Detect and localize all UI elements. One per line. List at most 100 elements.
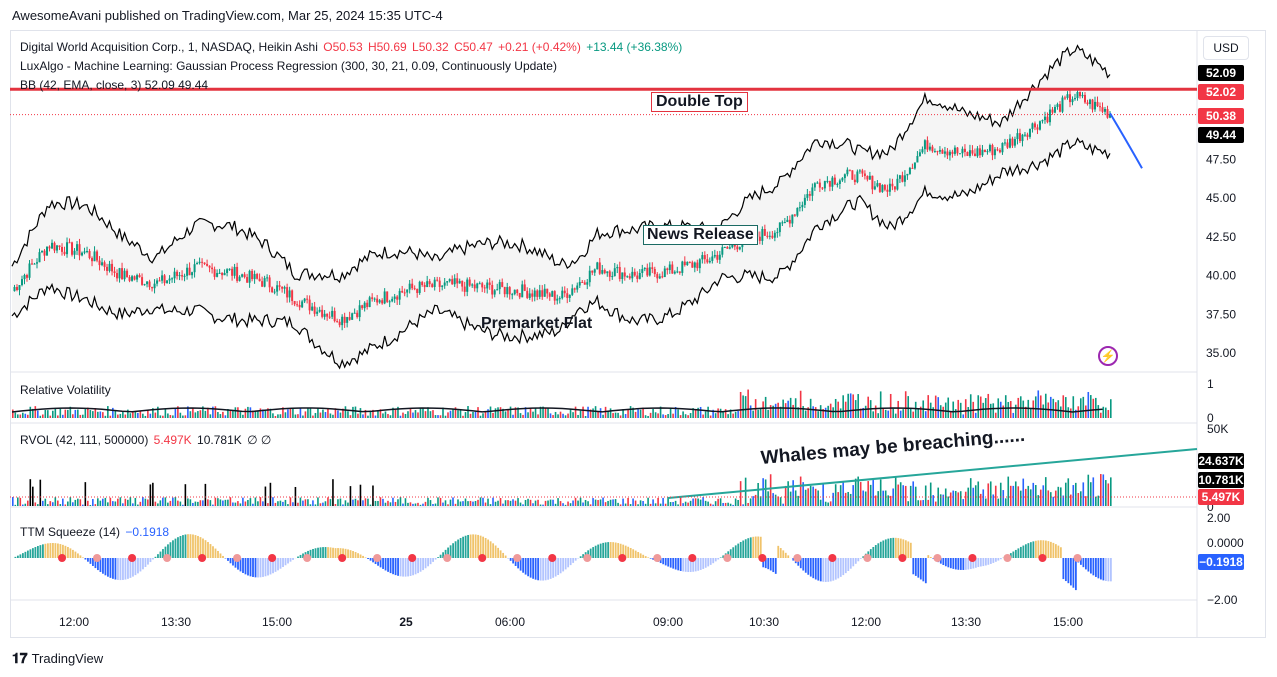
candle-body [921,149,924,153]
candle-body [703,255,706,260]
rvol-bar [602,497,604,506]
ttm-bar [664,558,667,566]
rv-bar [507,410,509,418]
rvol-v1: 5.497K [153,433,192,447]
rvol-bar [384,502,387,506]
rvol-bar [589,504,592,506]
candle-body [418,281,421,293]
rvol-bar [884,490,887,506]
rv-bar [574,406,577,418]
candle-body [36,262,39,264]
ttm-bar [144,558,147,568]
rvol-bar [397,499,399,506]
rv-bar [344,406,347,418]
rv-bar [192,408,194,418]
rvol-bar [839,485,842,506]
rv-bar [969,394,972,418]
rvol-bar [997,498,1000,506]
double-top-annotation[interactable]: Double Top [651,92,748,112]
currency-button[interactable]: USD [1203,36,1249,60]
bb-legend[interactable]: BB (42, EMA, close, 3) 52.09 49.44 [20,78,209,92]
rvol-bar [909,485,912,506]
ttm-bar [204,540,207,558]
rv-bar [504,411,507,418]
symbol-title[interactable]: Digital World Acquisition Corp., 1, NASD… [20,40,318,54]
lightning-icon[interactable]: ⚡ [1098,346,1118,366]
rvol-bar [749,498,752,506]
candle-body [723,247,726,249]
rvol-bar [124,498,127,506]
rvol-bar [174,497,177,506]
rv-bar [737,410,739,418]
candle-body [101,262,104,266]
rv-bar [447,412,449,418]
tradingview-logo-icon[interactable]: 𝟏𝟕 [12,650,28,666]
candle-body [738,247,741,250]
time-axis-label: 12:00 [59,615,89,629]
ttm-bar [319,547,322,558]
ttm-bar [552,558,555,578]
rv-bar [779,406,782,418]
rvol-bar [857,476,859,506]
rvol-legend[interactable]: RVOL (42, 111, 500000) 5.497K 10.781K ∅ … [20,433,273,447]
rvol-bar [47,504,49,506]
rvol-bar [242,497,244,506]
legend-low: L50.32 [412,40,449,54]
ttm-bar [904,540,907,558]
news-release-annotation[interactable]: News Release [643,225,758,245]
rvol-bar [184,484,187,506]
rv-bar [1079,398,1082,418]
candle-body [981,149,984,156]
candle-body [396,296,399,300]
candle-body [1018,133,1021,142]
candle-body [128,277,131,281]
ttm-bar [447,547,449,558]
ttm-bar [647,557,650,558]
ttm-bar [974,558,977,568]
rvol-bar [464,498,467,506]
candle-body [683,261,686,266]
candle-body [498,282,501,290]
ttm-bar [862,556,865,558]
rv-legend[interactable]: Relative Volatility [20,383,111,397]
rvol-bar [794,490,797,506]
candle-body [676,271,679,273]
premarket-flat-annotation[interactable]: Premarket Flat [481,315,593,332]
rvol-bar [1029,489,1032,506]
rvol-bar [122,503,124,506]
ttm-bar [722,555,725,558]
ttm-bar [514,558,517,566]
candle-body [693,262,696,268]
candle-body [33,263,36,265]
ttm-bar [329,547,332,558]
rv-bar [349,415,352,418]
rv-bar [262,409,264,418]
ttm-bar [907,541,910,558]
candle-body [248,270,251,283]
rvol-bar [207,499,209,506]
ttm-bar [834,558,837,580]
candle-body [316,311,319,314]
candle-body [263,278,266,287]
rv-bar [227,409,229,418]
ttm-bar [1062,558,1065,580]
ttm-bar [477,534,480,558]
candle-body [66,242,69,255]
ttm-bar [1094,558,1097,577]
ttm-bar [1039,540,1042,558]
rvol-bar [1094,496,1097,506]
luxalgo-legend[interactable]: LuxAlgo - Machine Learning: Gaussian Pro… [20,59,557,73]
ttm-dot [338,554,347,562]
rvol-bar [204,483,207,506]
ttm-bar [1107,558,1110,582]
candle-body [428,281,431,285]
ttm-bar [547,558,550,580]
ttm-legend[interactable]: TTM Squeeze (14) −0.1918 [20,525,171,539]
rvol-bar [474,501,477,506]
ttm-bar [359,554,362,558]
candle-body [553,291,556,301]
candle-body [196,263,199,265]
candle-body [698,259,701,269]
candle-body [733,244,736,247]
